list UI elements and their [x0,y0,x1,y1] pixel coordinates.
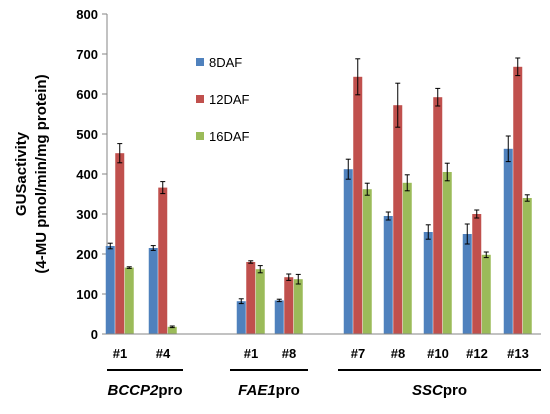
bar-12DAF-SSC-#7 [353,76,363,335]
y-tick-label: 300 [76,207,98,222]
x-tick-label: #1 [244,346,258,361]
legend-label-16DAF: 16DAF [209,129,250,144]
group-label-gene: BCCP2 [107,382,159,399]
bar-12DAF-BCCP2-#4 [158,187,168,334]
bar-12DAF-SSC-#13 [513,66,523,335]
group-label-suffix: pro [443,382,467,399]
x-tick-label: #8 [282,346,296,361]
group-label: BCCP2pro [107,382,182,399]
legend: 8DAF 12DAF 16DAF [196,55,250,144]
y-tick-label: 400 [76,167,98,182]
bar-8DAF-SSC-#12 [462,234,472,334]
bar-12DAF-FAE1-#8 [284,277,294,334]
bar-16DAF-BCCP2-#1 [124,267,134,334]
bar-12DAF-FAE1-#1 [246,262,256,334]
y-tick-label: 700 [76,47,98,62]
group-label-suffix: pro [276,382,300,399]
group-label: FAE1pro [238,382,300,399]
bar-16DAF-FAE1-#8 [293,279,303,334]
bar-16DAF-SSC-#8 [402,182,412,334]
y-tick-label: 100 [76,287,98,302]
legend-swatch-8DAF [196,58,204,66]
y-tick-label: 800 [76,7,98,22]
bar-8DAF-FAE1-#8 [274,300,284,334]
bar-16DAF-SSC-#10 [442,172,452,334]
y-tick-label: 0 [91,327,98,342]
bar-12DAF-SSC-#10 [433,97,443,334]
legend-swatch-12DAF [196,95,204,103]
bar-marks [105,57,532,335]
bar-12DAF-BCCP2-#1 [115,153,125,334]
bar-12DAF-SSC-#8 [393,105,403,334]
bar-16DAF-SSC-#13 [522,198,532,334]
bar-8DAF-BCCP2-#4 [148,248,158,334]
bar-12DAF-SSC-#12 [472,214,482,334]
bar-16DAF-FAE1-#1 [255,269,265,334]
group-label-gene: SSC [412,382,444,399]
x-tick-label: #12 [466,346,488,361]
group-label: SSCpro [412,382,467,399]
group-label-suffix: pro [158,382,182,399]
y-axis: 0 100 200 300 400 500 600 700 800 [76,7,108,342]
bar-8DAF-SSC-#8 [383,216,393,334]
y-tick-label: 500 [76,127,98,142]
y-axis-title-line2: (4-MU pmol/min/mg protein) [33,74,50,273]
legend-label-8DAF: 8DAF [209,55,242,70]
bar-16DAF-SSC-#7 [362,189,372,334]
legend-swatch-16DAF [196,132,204,140]
y-axis-title: GUSactivity (4-MU pmol/min/mg protein) [13,74,50,273]
bar-8DAF-BCCP2-#1 [105,246,115,334]
bar-16DAF-BCCP2-#4 [167,326,177,334]
x-tick-label: #7 [351,346,365,361]
bar-16DAF-SSC-#12 [481,254,491,334]
legend-label-12DAF: 12DAF [209,92,250,107]
x-tick-label: #10 [427,346,449,361]
bar-8DAF-SSC-#10 [423,232,433,334]
bar-8DAF-SSC-#13 [503,148,513,334]
y-axis-title-line1: GUSactivity [13,131,30,216]
group-label-gene: FAE1 [238,382,276,399]
group-labels: BCCP2pro FAE1pro SSCpro [107,369,541,399]
y-tick-label: 600 [76,87,98,102]
bar-8DAF-SSC-#7 [343,169,353,334]
x-tick-label: #8 [391,346,405,361]
x-axis: #1 #4 #1 #8 #7 #8 #10 #12 #13 [107,333,541,361]
x-tick-label: #13 [507,346,529,361]
y-tick-label: 200 [76,247,98,262]
bar-8DAF-FAE1-#1 [236,301,246,334]
x-tick-label: #4 [156,346,171,361]
x-tick-label: #1 [113,346,127,361]
